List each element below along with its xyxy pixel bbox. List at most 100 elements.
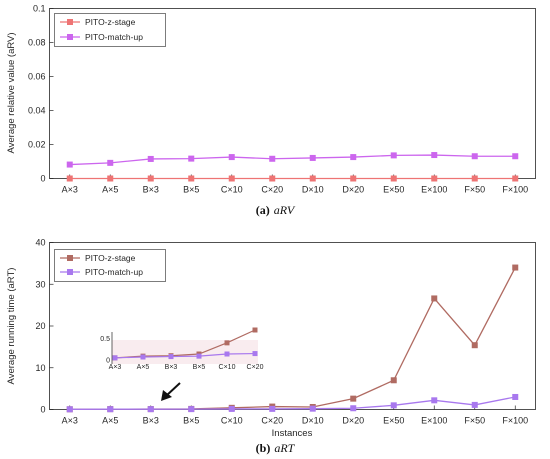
data-point [147, 155, 154, 162]
inset-x-tick-label: B×3 [165, 364, 178, 371]
inset-data-point [112, 355, 118, 361]
inset-y-tick-label: 0 [106, 358, 110, 365]
x-tick-label: A×3 [62, 185, 78, 195]
data-point [431, 397, 438, 404]
inset-x-tick-labels: A×3 A×5 B×3 B×5 C×10 C×20 [109, 364, 264, 371]
legend-swatch-marker [67, 19, 73, 25]
series-line-0 [69, 267, 516, 410]
data-point [350, 405, 357, 412]
y-tick-label: 0 [40, 174, 45, 184]
y-tick-labels: 0 0.02 0.04 0.06 0.08 0.1 [28, 4, 54, 184]
data-point [431, 152, 438, 159]
data-point [512, 175, 519, 182]
data-point [309, 154, 316, 161]
y-tick-label: 0 [40, 405, 45, 415]
inset-zoom-chart: 00.5 A×3 A×5 B×3 B×5 C×10 C×20 [100, 327, 264, 371]
series-line-1 [69, 154, 516, 166]
y-tick-labels: 0 10 20 30 40 [35, 238, 54, 415]
x-tick-label: A×5 [102, 416, 118, 426]
chart-arv: 0 0.02 0.04 0.06 0.08 0.1 A×3 A×5 B×3 B×5 C×10 C×2… [6, 4, 536, 217]
data-point [390, 377, 397, 384]
legend-swatch-marker [67, 255, 73, 261]
data-point [66, 406, 73, 413]
caption-label: (a) [256, 203, 270, 217]
data-point [269, 175, 276, 182]
data-point [390, 152, 397, 159]
data-point [107, 406, 114, 413]
data-point [350, 175, 357, 182]
x-tick-labels: A×3 A×5 B×3 B×5 C×10 C×20 D×10 D×20 E×50 E×100 F×5… [62, 405, 528, 426]
inset-data-point [140, 354, 146, 360]
data-point [188, 406, 195, 413]
series-lines [66, 264, 519, 413]
x-tick-label: D×20 [342, 185, 364, 195]
y-tick-label: 20 [35, 321, 45, 331]
x-tick-label: C×10 [221, 185, 243, 195]
inset-data-point [168, 354, 174, 360]
x-tick-label: D×10 [302, 416, 324, 426]
data-point [147, 406, 154, 413]
data-point [390, 175, 397, 182]
caption: (a) aRV [256, 203, 296, 217]
data-point [188, 175, 195, 182]
data-point [471, 401, 478, 408]
x-tick-label: C×20 [261, 416, 283, 426]
x-tick-label: A×3 [62, 416, 78, 426]
data-point [431, 295, 438, 302]
data-point [309, 175, 316, 182]
data-point [228, 175, 235, 182]
data-point [512, 153, 519, 160]
caption-label: (b) [256, 441, 271, 455]
inset-data-point [252, 327, 258, 333]
data-point [471, 153, 478, 160]
x-tick-label: D×10 [302, 185, 324, 195]
data-point [107, 175, 114, 182]
legend-label: PITO-z-stage [85, 17, 136, 27]
data-point [309, 405, 316, 412]
y-tick-label: 40 [35, 238, 45, 248]
data-point [350, 154, 357, 161]
y-tick-label: 10 [35, 363, 45, 373]
x-tick-label: C×10 [221, 416, 243, 426]
caption-text: aRT [274, 441, 295, 455]
inset-x-tick-label: B×5 [193, 364, 206, 371]
legend: PITO-z-stage PITO-match-up [54, 249, 166, 282]
legend-box [54, 13, 166, 47]
data-point [390, 402, 397, 409]
legend: PITO-z-stage PITO-match-up [54, 13, 166, 47]
inset-data-point [224, 340, 230, 346]
x-tick-label: D×20 [342, 416, 364, 426]
legend-swatch-marker [67, 269, 73, 275]
data-point [188, 155, 195, 162]
inset-highlight-band [112, 340, 258, 364]
data-point [66, 175, 73, 182]
data-point [350, 395, 357, 402]
data-point [107, 159, 114, 166]
inset-data-point [252, 351, 258, 357]
x-tick-label: B×5 [183, 185, 199, 195]
y-tick-label: 30 [35, 279, 45, 289]
x-tick-label: A×5 [102, 185, 118, 195]
legend-box [54, 249, 166, 282]
y-axis-label: Average relative value (aRV) [6, 32, 17, 153]
inset-y-tick-label: 0.5 [100, 336, 110, 343]
y-tick-label: 0.1 [33, 4, 46, 14]
caption: (b) aRT [256, 441, 296, 455]
inset-x-tick-label: C×10 [219, 364, 236, 371]
x-tick-label: E×50 [383, 416, 404, 426]
x-tick-label: F×100 [502, 185, 528, 195]
x-tick-label: F×100 [502, 416, 528, 426]
inset-series-line-0 [114, 329, 256, 359]
x-tick-label: B×3 [143, 185, 159, 195]
series-line-1 [69, 396, 516, 410]
x-tick-labels: A×3 A×5 B×3 B×5 C×10 C×20 D×10 D×20 E×50 E×100 F×5… [62, 174, 528, 195]
data-point [471, 342, 478, 349]
inset-series-lines [112, 327, 258, 361]
data-point [147, 175, 154, 182]
x-tick-label: B×3 [143, 416, 159, 426]
inset-y-tick-labels: 00.5 [100, 336, 110, 364]
data-point [471, 175, 478, 182]
legend-label: PITO-z-stage [85, 253, 136, 263]
inset-series-line-1 [114, 352, 256, 359]
